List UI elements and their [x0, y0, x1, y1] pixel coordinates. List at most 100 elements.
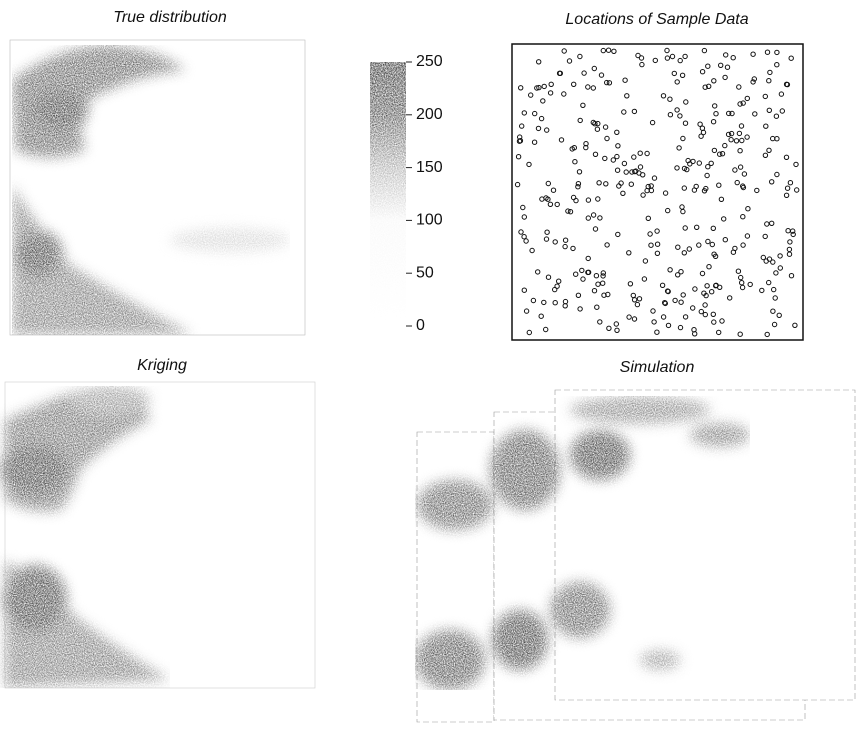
- sample-point: [602, 155, 608, 162]
- sample-point: [767, 69, 773, 76]
- sample-point: [722, 237, 728, 243]
- sample-point: [580, 276, 586, 282]
- sample-point: [705, 238, 711, 245]
- sample-point: [694, 224, 700, 231]
- sample-point: [667, 267, 673, 273]
- sample-point: [520, 204, 526, 211]
- sample-point: [784, 185, 791, 191]
- sample-point: [717, 284, 723, 290]
- sample-point: [677, 57, 683, 64]
- sample-point: [792, 322, 798, 328]
- sample-point: [676, 145, 682, 151]
- sample-point: [674, 79, 680, 85]
- sample-point: [667, 112, 674, 118]
- sample-point: [651, 175, 658, 181]
- sample-point: [693, 183, 699, 190]
- sample-point: [635, 52, 641, 59]
- sample-point: [659, 282, 666, 288]
- sample-point: [631, 297, 638, 303]
- sample-point: [567, 209, 574, 215]
- sample-point: [680, 292, 686, 298]
- sample-point: [654, 250, 661, 257]
- sample-point: [723, 52, 729, 58]
- sample-point: [620, 190, 626, 197]
- sample-point: [571, 81, 577, 88]
- sample-point: [614, 129, 620, 136]
- sample-point: [554, 201, 560, 208]
- sample-point: [706, 83, 712, 90]
- sample-point: [740, 214, 746, 220]
- sample-point: [702, 311, 708, 318]
- sample-point: [764, 331, 770, 338]
- sample-point: [770, 135, 776, 142]
- sample-point: [538, 313, 544, 319]
- sample-point: [592, 151, 599, 158]
- sample-point: [662, 190, 669, 196]
- sample-point: [566, 58, 573, 64]
- sample-point: [645, 215, 651, 222]
- sample-point: [618, 180, 624, 186]
- sample-point: [682, 120, 689, 126]
- panel-title: True distribution: [113, 9, 227, 26]
- sample-point: [639, 61, 645, 68]
- sample-point: [573, 271, 579, 277]
- sample-point: [547, 90, 554, 96]
- sample-point: [543, 195, 549, 201]
- sample-point: [788, 273, 795, 279]
- sample-point: [766, 107, 772, 114]
- sample-point: [591, 288, 598, 294]
- sample-point: [592, 226, 599, 232]
- sample-point: [770, 308, 776, 314]
- sample-point: [772, 295, 778, 301]
- sample-point: [681, 185, 687, 191]
- sample-point: [745, 206, 751, 212]
- sample-point: [664, 55, 671, 61]
- sample-point: [717, 151, 723, 157]
- sample-point: [654, 329, 660, 335]
- sample-point: [540, 98, 546, 104]
- sample-point: [594, 126, 601, 132]
- sample-point: [615, 143, 621, 149]
- sample-point: [679, 72, 686, 79]
- true-distribution-map: [9, 39, 306, 336]
- sample-point: [718, 62, 724, 69]
- sample-point: [654, 241, 661, 247]
- colorbar-tick-label: 200: [416, 106, 443, 123]
- sample-point: [764, 221, 770, 227]
- panel-title: Simulation: [620, 359, 695, 376]
- sample-point: [532, 110, 538, 117]
- sample-point: [710, 119, 717, 125]
- sample-point: [751, 76, 757, 82]
- sample-point: [686, 246, 692, 252]
- sample-point: [521, 287, 527, 293]
- sample-point: [678, 299, 684, 305]
- sample-point: [773, 270, 779, 276]
- sample-point: [711, 147, 718, 154]
- sample-point: [729, 110, 735, 117]
- sample-point: [771, 286, 777, 293]
- sample-point: [777, 253, 783, 259]
- sample-point: [521, 234, 527, 240]
- sample-point: [777, 265, 783, 271]
- sample-point: [740, 242, 746, 248]
- sample-point: [583, 144, 589, 151]
- colorbar: 0 50 100 150 200 250: [370, 53, 443, 334]
- sample-point: [738, 123, 745, 129]
- kriging-map: [0, 381, 316, 689]
- sample-point: [544, 127, 550, 133]
- sample-point: [641, 276, 648, 282]
- sample-point: [642, 258, 649, 264]
- sample-point: [704, 172, 710, 179]
- sample-point: [628, 181, 634, 187]
- sample-point: [718, 196, 725, 203]
- sample-point: [769, 220, 775, 227]
- sample-point: [614, 327, 620, 333]
- sample-point: [675, 272, 681, 278]
- sample-point: [640, 172, 646, 178]
- sample-point: [722, 142, 728, 149]
- sample-point: [678, 269, 684, 275]
- sample-point: [739, 280, 745, 286]
- sample-point: [585, 215, 591, 221]
- sample-point: [763, 258, 769, 264]
